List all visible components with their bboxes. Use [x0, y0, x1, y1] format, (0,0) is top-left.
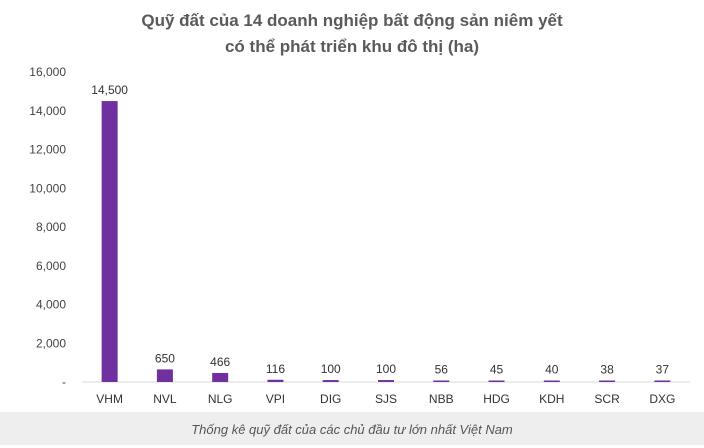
category-label: NLG	[208, 392, 233, 406]
category-label: DIG	[320, 392, 341, 406]
data-label: 45	[490, 363, 504, 377]
y-tick-label: 10,000	[29, 181, 66, 195]
data-label: 37	[656, 363, 670, 377]
bar-dig	[322, 380, 339, 382]
data-label: 650	[155, 351, 175, 365]
chart-title-line-2: có thể phát triển khu đô thị (ha)	[224, 37, 480, 56]
y-tick-label: -	[62, 375, 66, 389]
category-label: NBB	[429, 392, 454, 406]
chart-area: - 2,000 4,000 6,000 8,000 10,000 12,000 14,000 1…	[0, 8, 704, 406]
y-tick-label: 14,000	[29, 104, 66, 118]
bar-sjs	[378, 380, 394, 382]
category-label: VPI	[266, 392, 285, 406]
category-label: HDG	[483, 392, 510, 406]
chart-title-line-1: Quỹ đất của 14 doanh nghiệp bất động sản…	[141, 11, 563, 30]
y-tick-label: 16,000	[29, 65, 66, 79]
y-tick-label: 12,000	[29, 143, 66, 157]
y-tick-label: 6,000	[36, 259, 66, 273]
data-label: 56	[435, 363, 449, 377]
bar-dxg	[654, 380, 671, 382]
bar-kdh	[543, 380, 560, 382]
data-label: 100	[376, 362, 396, 376]
data-label: 116	[266, 362, 285, 376]
category-label: SCR	[594, 392, 620, 406]
category-label: DXG	[649, 392, 675, 406]
chart-title: Quỹ đất của 14 doanh nghiệp bất động sản…	[0, 8, 704, 60]
bar-nlg	[212, 372, 229, 382]
data-label: 40	[545, 363, 559, 377]
data-label: 38	[600, 363, 614, 377]
category-label: NVL	[153, 392, 177, 406]
category-label: VHM	[96, 392, 123, 406]
data-label: 14,500	[91, 83, 128, 97]
bar-chart: - 2,000 4,000 6,000 8,000 10,000 12,000 14,000 1…	[29, 65, 690, 406]
category-label: KDH	[539, 392, 564, 406]
category-label: SJS	[375, 392, 397, 406]
bar-vpi	[267, 379, 284, 382]
data-label: 466	[210, 355, 230, 369]
y-tick-label: 4,000	[36, 298, 66, 312]
image-caption: Thống kê quỹ đất của các chủ đầu tư lớn …	[0, 412, 704, 445]
bar-hdg	[488, 380, 505, 382]
data-label: 100	[321, 362, 341, 376]
bar-nbb	[433, 380, 450, 382]
y-tick-label: 2,000	[36, 336, 66, 350]
y-tick-label: 8,000	[36, 220, 66, 234]
bar-scr	[599, 380, 616, 382]
bar-vhm	[101, 101, 118, 382]
bar-nvl	[156, 369, 173, 382]
